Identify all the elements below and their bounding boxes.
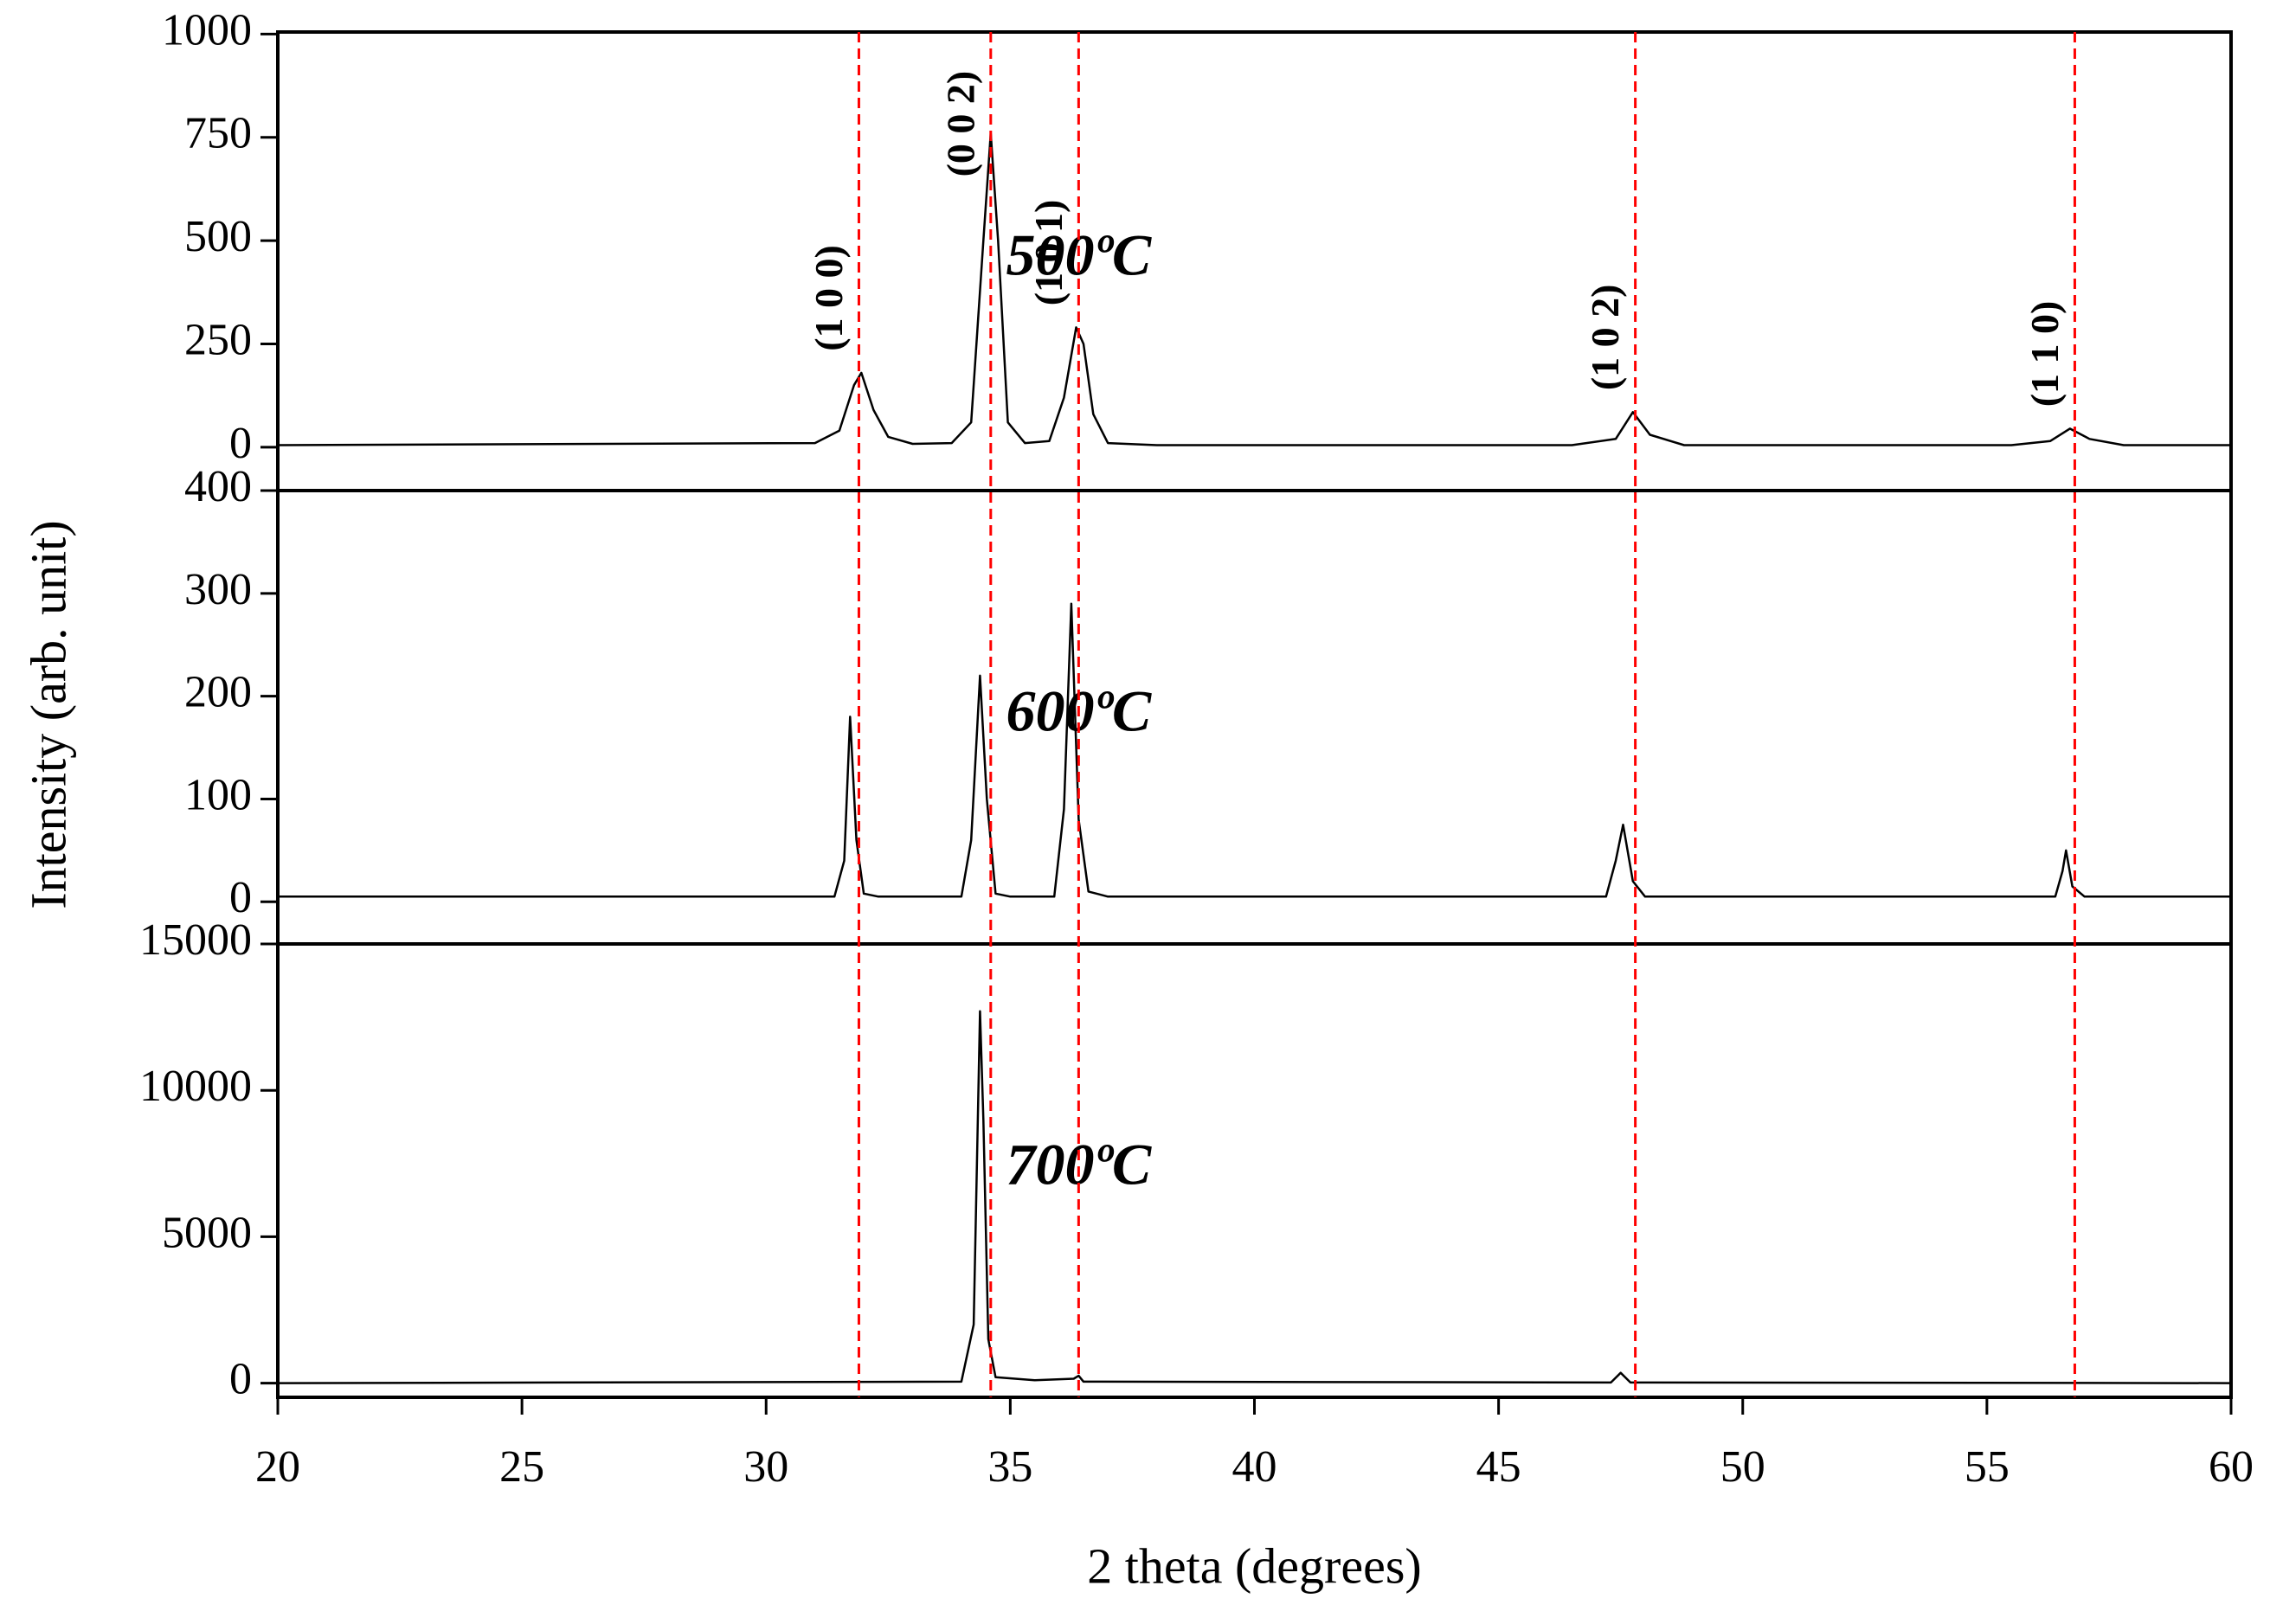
x-tick-label: 30: [743, 1442, 788, 1492]
y-tick-label: 5000: [162, 1208, 252, 1257]
peak-label: (1 0 0): [807, 245, 851, 351]
x-tick-label: 35: [987, 1442, 1032, 1492]
y-tick-label: 500: [184, 212, 252, 261]
x-tick-label: 25: [499, 1442, 544, 1492]
x-tick-label: 45: [1476, 1442, 1521, 1492]
y-tick-label: 15000: [139, 915, 252, 965]
y-tick-label: 750: [184, 109, 252, 158]
y-tick-label: 10000: [139, 1062, 252, 1111]
x-tick-label: 50: [1720, 1442, 1765, 1492]
y-axis-title: Intensity (arb. unit): [20, 520, 76, 908]
panel-frame: [276, 489, 2233, 946]
y-tick-label: 300: [184, 565, 252, 614]
x-tick-label: 55: [1965, 1442, 2010, 1492]
panel-frame: [276, 30, 2233, 492]
x-tick-label: 20: [255, 1442, 300, 1492]
peak-label: (1 0 1): [1026, 200, 1071, 306]
peak-label: (0 0 2): [938, 71, 982, 177]
xrd-line: [277, 132, 2231, 446]
y-tick-label: 100: [184, 770, 252, 819]
y-tick-label: 400: [184, 462, 252, 511]
xrd-line: [278, 602, 2231, 898]
y-tick-label: 0: [229, 1355, 252, 1404]
xrd-line: [277, 1010, 2232, 1384]
y-tick-label: 0: [229, 419, 252, 468]
x-tick-label: 40: [1232, 1442, 1277, 1492]
y-tick-label: 250: [184, 315, 252, 364]
x-tick-label: 60: [2209, 1442, 2254, 1492]
peak-label: (1 1 0): [2022, 301, 2067, 408]
y-tick-label: 1000: [162, 5, 252, 55]
x-axis-title: 2 theta (degrees): [1087, 1537, 1421, 1594]
y-tick-label: 0: [229, 873, 252, 922]
peak-label: (1 0 2): [1583, 285, 1627, 391]
panel-frame: [276, 942, 2233, 1399]
y-tick-label: 200: [184, 668, 252, 717]
